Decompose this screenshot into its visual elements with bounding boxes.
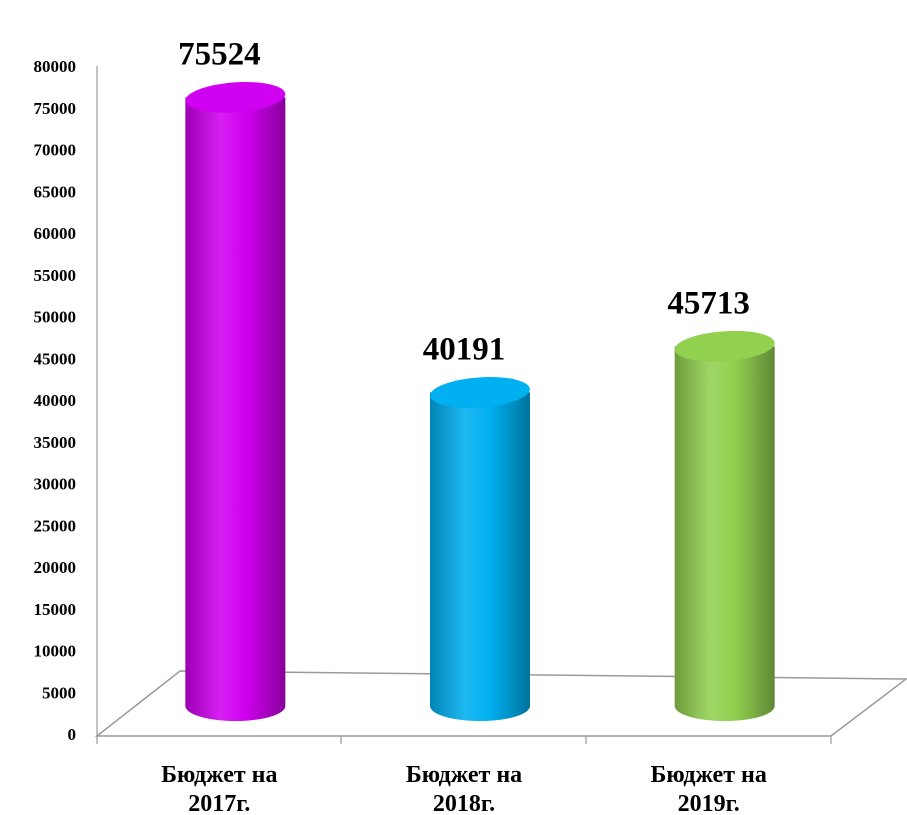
y-tick-label: 30000 xyxy=(34,475,77,494)
bar-top xyxy=(185,82,286,113)
bar xyxy=(674,330,775,722)
y-tick-label: 25000 xyxy=(34,516,77,535)
y-tick-label: 35000 xyxy=(34,433,77,452)
y-axis-ticks: 0 5000 10000 15000 20000 25000 30000 35000 40000… xyxy=(34,57,77,744)
bar-top xyxy=(674,330,775,362)
y-tick-label: 15000 xyxy=(34,600,77,619)
bar-body xyxy=(430,392,530,721)
y-tick-label: 20000 xyxy=(34,558,77,577)
data-labels: 75524 40191 45713 xyxy=(178,36,750,367)
bar-body xyxy=(674,346,775,722)
y-tick-label: 5000 xyxy=(42,683,76,702)
axis-layer xyxy=(94,66,907,744)
bar-body xyxy=(185,97,286,721)
y-tick-label: 0 xyxy=(68,725,77,744)
y-tick-label: 40000 xyxy=(34,391,77,410)
bar xyxy=(430,377,530,721)
bars xyxy=(185,82,775,722)
bar xyxy=(185,82,286,721)
data-label: 75524 xyxy=(178,36,261,72)
y-tick-label: 50000 xyxy=(34,308,77,327)
y-tick-label: 80000 xyxy=(34,57,77,76)
y-tick-label: 75000 xyxy=(34,99,77,118)
y-tick-label: 65000 xyxy=(34,182,77,201)
y-tick-label: 70000 xyxy=(34,141,77,160)
data-label: 40191 xyxy=(423,331,506,367)
y-tick-label: 55000 xyxy=(34,266,77,285)
y-tick-label: 60000 xyxy=(34,224,77,243)
category-label: Бюджет на 2018г. xyxy=(406,762,522,815)
category-label: Бюджет на 2019г. xyxy=(650,762,766,815)
data-label: 45713 xyxy=(667,285,750,321)
y-tick-label: 45000 xyxy=(34,349,77,368)
y-tick-label: 10000 xyxy=(34,642,77,661)
category-labels: Бюджет на 2017г. Бюджет на 2018г. Бюджет на 2… xyxy=(161,762,767,815)
bar-top xyxy=(430,377,530,408)
category-label: Бюджет на 2017г. xyxy=(161,762,277,815)
